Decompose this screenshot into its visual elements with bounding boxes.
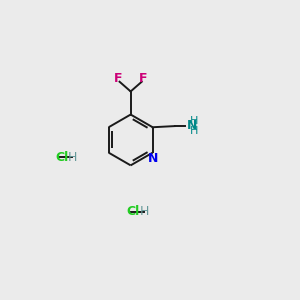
Text: H: H — [68, 151, 78, 164]
Text: Cl: Cl — [55, 151, 68, 164]
Text: H: H — [190, 126, 198, 136]
Text: N: N — [187, 119, 197, 132]
Text: N: N — [148, 152, 158, 165]
Text: F: F — [114, 72, 123, 85]
Text: H: H — [140, 205, 149, 218]
Text: H: H — [190, 116, 198, 126]
Text: F: F — [139, 72, 147, 85]
Text: Cl: Cl — [127, 205, 140, 218]
